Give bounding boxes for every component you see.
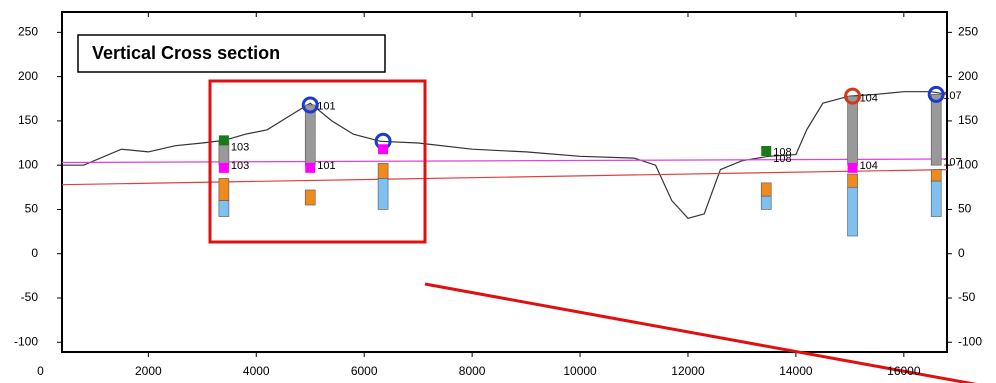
x-tick-label: 6000 (351, 364, 378, 378)
y-tick-label: 250 (18, 25, 38, 39)
x-tick-label: 14000 (779, 364, 813, 378)
borehole-interval (847, 187, 858, 237)
borehole-label: 101 (317, 101, 335, 113)
profile-line (61, 169, 948, 186)
borehole-interval (218, 178, 230, 201)
borehole-label: 104 (860, 160, 878, 172)
x-tick-label: 12000 (671, 364, 705, 378)
x-tick-label: 10000 (563, 364, 597, 378)
title-box (77, 34, 386, 73)
x-tick-label: 4000 (243, 364, 270, 378)
borehole-interval (218, 200, 230, 217)
borehole-label: 107 (943, 90, 961, 102)
y-tick-label-right: 100 (958, 157, 978, 171)
borehole-marker (847, 162, 858, 173)
x-tick-label: 2000 (135, 364, 162, 378)
x-tick-label: 16000 (887, 364, 921, 378)
borehole-marker (844, 87, 862, 105)
y-tick-label-right: 50 (958, 202, 972, 216)
y-tick-label: 100 (18, 157, 38, 171)
borehole-label: 103 (231, 160, 249, 172)
borehole-interval (377, 178, 389, 210)
callout-line (424, 282, 977, 383)
borehole-marker (301, 96, 319, 114)
y-tick-label: -50 (21, 290, 39, 304)
y-tick-label-right: 250 (958, 25, 978, 39)
borehole-interval (760, 182, 772, 197)
borehole-interval (930, 169, 942, 182)
borehole-interval (930, 94, 942, 166)
borehole-label: 101 (317, 160, 335, 172)
borehole-interval (304, 189, 316, 206)
y-tick-label-right: -50 (958, 290, 976, 304)
chart-title: Vertical Cross section (92, 43, 280, 63)
borehole-marker (927, 85, 945, 103)
y-tick-label: 200 (18, 69, 38, 83)
y-tick-label-right: -100 (958, 334, 982, 348)
borehole-interval (847, 95, 858, 166)
y-tick-label: 150 (18, 113, 38, 127)
y-tick-label-right: 150 (958, 113, 978, 127)
plot-frame (61, 11, 948, 353)
profile-line (62, 91, 948, 219)
borehole-label: 103 (231, 141, 249, 153)
profile-line (61, 158, 948, 164)
borehole-interval (304, 104, 316, 166)
y-tick-label-right: 200 (958, 69, 978, 83)
y-tick-label: 50 (25, 202, 39, 216)
y-tick-label: -100 (14, 334, 38, 348)
borehole-label: 108 (773, 147, 791, 159)
borehole-interval (930, 180, 942, 217)
borehole-label: 107 (943, 156, 961, 168)
borehole-marker (378, 144, 389, 155)
borehole-label: 108 (773, 153, 791, 165)
highlight-box (208, 79, 427, 244)
borehole-marker (305, 162, 316, 173)
borehole-marker (218, 162, 229, 173)
y-tick-label: 0 (31, 246, 38, 260)
borehole-marker (761, 146, 772, 157)
borehole-marker (218, 135, 229, 146)
y-tick-label-right: 0 (958, 246, 965, 260)
borehole-interval (847, 173, 858, 188)
borehole-interval (760, 195, 772, 210)
x-tick-label: 8000 (459, 364, 486, 378)
borehole-interval (377, 163, 389, 179)
x-tick-label: 0 (37, 364, 44, 378)
borehole-label: 104 (860, 93, 878, 105)
